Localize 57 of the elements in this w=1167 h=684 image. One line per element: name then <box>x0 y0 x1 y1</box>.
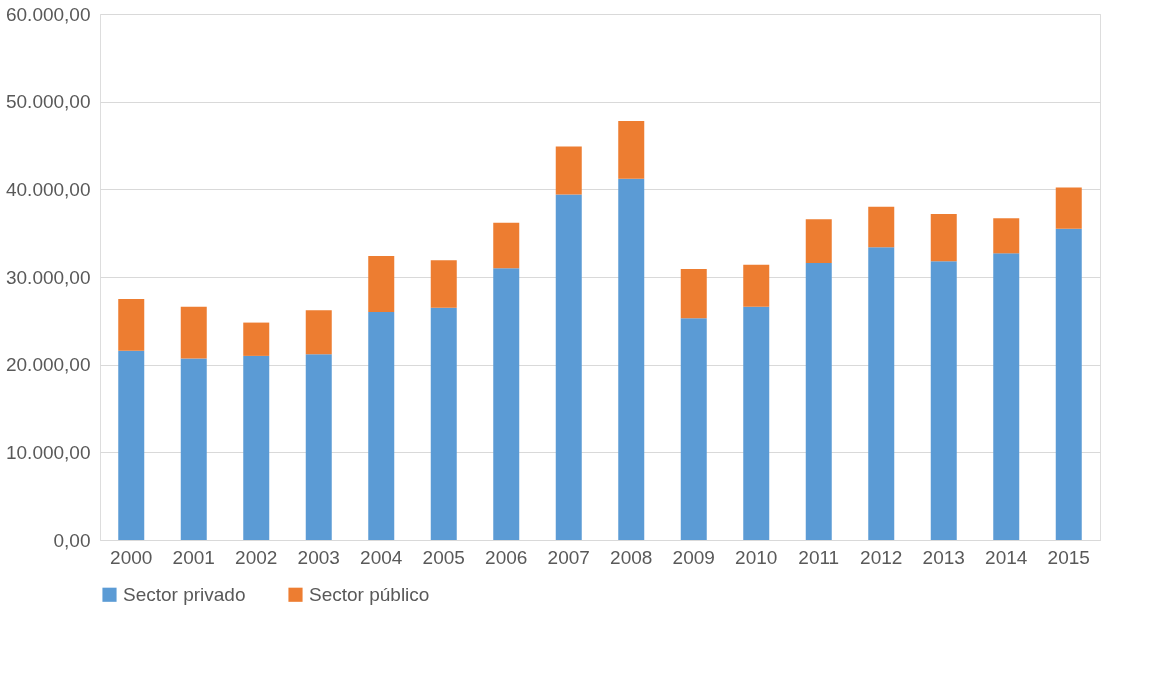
bar <box>868 206 895 248</box>
y-tick-label: 10.000,00 <box>5 441 91 463</box>
x-tick-label: 2010 <box>735 546 778 568</box>
bar <box>1055 187 1082 229</box>
x-tick-label: 2014 <box>985 546 1028 568</box>
bar <box>555 146 582 195</box>
legend-label: Sector público <box>309 583 430 605</box>
x-tick-label: 2011 <box>798 546 840 568</box>
bar <box>618 120 645 179</box>
x-tick-label: 2009 <box>672 546 715 568</box>
bar <box>493 222 520 269</box>
bar <box>243 322 270 356</box>
bar <box>993 253 1020 540</box>
x-tick-label: 2004 <box>360 546 403 568</box>
bar <box>118 350 145 540</box>
bar <box>618 178 645 540</box>
x-tick-label: 2015 <box>1047 546 1090 568</box>
y-tick-label: 0,00 <box>53 529 91 551</box>
bar <box>1055 228 1082 540</box>
bar <box>430 260 457 308</box>
bar <box>368 255 395 313</box>
bar <box>493 268 520 540</box>
y-tick-label: 30.000,00 <box>5 266 91 288</box>
bar <box>743 264 770 307</box>
x-tick-label: 2012 <box>860 546 903 568</box>
bar <box>680 318 707 540</box>
bar <box>180 358 207 540</box>
y-tick-label: 60.000,00 <box>5 3 91 25</box>
bar <box>680 269 707 319</box>
bar <box>180 306 207 359</box>
bar <box>555 194 582 540</box>
y-tick-label: 50.000,00 <box>5 91 91 113</box>
bar <box>930 261 957 540</box>
bar <box>430 307 457 540</box>
x-tick-label: 2007 <box>547 546 590 568</box>
x-tick-label: 2013 <box>922 546 965 568</box>
bar <box>118 298 145 351</box>
x-tick-label: 2002 <box>235 546 278 568</box>
bar <box>305 354 332 540</box>
bar <box>805 262 832 540</box>
x-tick-label: 2003 <box>297 546 340 568</box>
bar <box>243 355 270 540</box>
bar <box>993 218 1020 254</box>
bar <box>743 306 770 540</box>
bar <box>368 312 395 540</box>
bar <box>868 247 895 540</box>
x-tick-label: 2001 <box>172 546 215 568</box>
x-tick-label: 2008 <box>610 546 653 568</box>
y-tick-label: 40.000,00 <box>5 178 91 200</box>
legend-label: Sector privado <box>123 583 246 605</box>
bar <box>305 310 332 355</box>
bar <box>805 219 832 263</box>
x-tick-label: 2000 <box>110 546 153 568</box>
bar <box>930 213 957 262</box>
y-tick-label: 20.000,00 <box>5 354 91 376</box>
x-tick-label: 2005 <box>422 546 465 568</box>
x-tick-label: 2006 <box>485 546 528 568</box>
